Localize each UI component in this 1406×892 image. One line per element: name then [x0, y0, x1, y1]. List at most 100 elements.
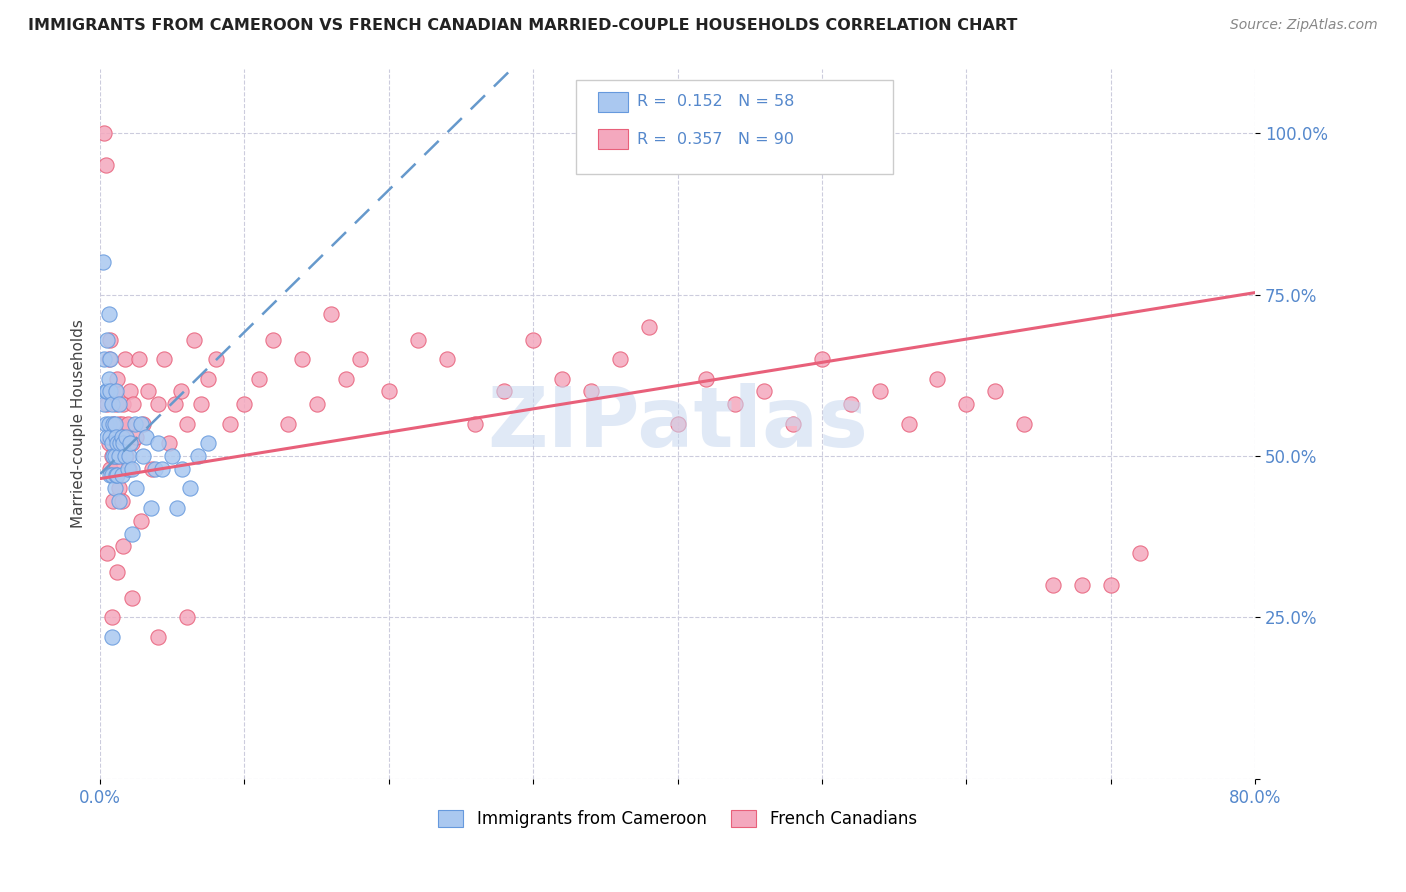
Point	[190, 397, 212, 411]
Point	[724, 397, 747, 411]
Point	[955, 397, 977, 411]
Point	[124, 417, 146, 431]
Point	[291, 352, 314, 367]
Point	[111, 494, 134, 508]
Point	[100, 449, 122, 463]
Point	[97, 352, 120, 367]
Point	[166, 500, 188, 515]
Point	[97, 307, 120, 321]
Point	[146, 436, 169, 450]
Text: R =  0.357   N = 90: R = 0.357 N = 90	[637, 132, 794, 146]
Point	[136, 384, 159, 399]
Point	[94, 384, 117, 399]
Point	[204, 352, 226, 367]
Point	[172, 462, 194, 476]
Point	[108, 397, 131, 411]
Point	[197, 436, 219, 450]
Point	[125, 481, 148, 495]
Point	[128, 352, 150, 367]
Point	[754, 384, 776, 399]
Point	[117, 462, 139, 476]
Point	[121, 526, 143, 541]
Point	[349, 352, 371, 367]
Point	[335, 371, 357, 385]
Point	[522, 333, 544, 347]
Point	[114, 449, 136, 463]
Point	[319, 307, 342, 321]
Point	[666, 417, 689, 431]
Point	[111, 430, 134, 444]
Point	[96, 430, 118, 444]
Point	[1099, 578, 1122, 592]
Point	[96, 397, 118, 411]
Point	[436, 352, 458, 367]
Point	[782, 417, 804, 431]
Point	[108, 449, 131, 463]
Point	[93, 352, 115, 367]
Point	[197, 371, 219, 385]
Point	[897, 417, 920, 431]
Point	[101, 449, 124, 463]
Point	[115, 449, 138, 463]
Point	[105, 430, 128, 444]
Text: R =  0.152   N = 58: R = 0.152 N = 58	[637, 95, 794, 109]
Point	[112, 540, 135, 554]
Point	[98, 352, 121, 367]
Point	[107, 371, 129, 385]
Point	[183, 333, 205, 347]
Point	[101, 417, 124, 431]
Point	[157, 436, 180, 450]
Point	[129, 417, 152, 431]
Point	[94, 417, 117, 431]
Point	[100, 610, 122, 624]
Point	[135, 430, 157, 444]
Point	[98, 430, 121, 444]
Point	[105, 397, 128, 411]
Point	[1128, 546, 1150, 560]
Point	[233, 397, 256, 411]
Point	[984, 384, 1007, 399]
Point	[103, 481, 125, 495]
Point	[105, 468, 128, 483]
Point	[100, 436, 122, 450]
Point	[150, 462, 173, 476]
Point	[121, 462, 143, 476]
Point	[108, 481, 131, 495]
Point	[117, 417, 139, 431]
Point	[609, 352, 631, 367]
Point	[170, 384, 193, 399]
Point	[132, 417, 155, 431]
Point	[112, 397, 135, 411]
Point	[115, 430, 138, 444]
Point	[579, 384, 602, 399]
Point	[101, 417, 124, 431]
Point	[139, 500, 162, 515]
Point	[97, 417, 120, 431]
Text: Source: ZipAtlas.com: Source: ZipAtlas.com	[1230, 18, 1378, 32]
Point	[839, 397, 862, 411]
Point	[98, 462, 121, 476]
Point	[96, 333, 118, 347]
Point	[118, 449, 141, 463]
Point	[551, 371, 574, 385]
Point	[406, 333, 429, 347]
Point	[114, 352, 136, 367]
Point	[378, 384, 401, 399]
Point	[141, 462, 163, 476]
Point	[129, 514, 152, 528]
Point	[112, 436, 135, 450]
Y-axis label: Married-couple Households: Married-couple Households	[72, 319, 86, 528]
Point	[107, 468, 129, 483]
Point	[152, 352, 174, 367]
Point	[98, 468, 121, 483]
Point	[1070, 578, 1092, 592]
Point	[122, 397, 145, 411]
Point	[695, 371, 717, 385]
Point	[100, 630, 122, 644]
Point	[98, 384, 121, 399]
Point	[187, 449, 209, 463]
Point	[165, 397, 187, 411]
Point	[103, 468, 125, 483]
Point	[100, 397, 122, 411]
Point	[869, 384, 891, 399]
